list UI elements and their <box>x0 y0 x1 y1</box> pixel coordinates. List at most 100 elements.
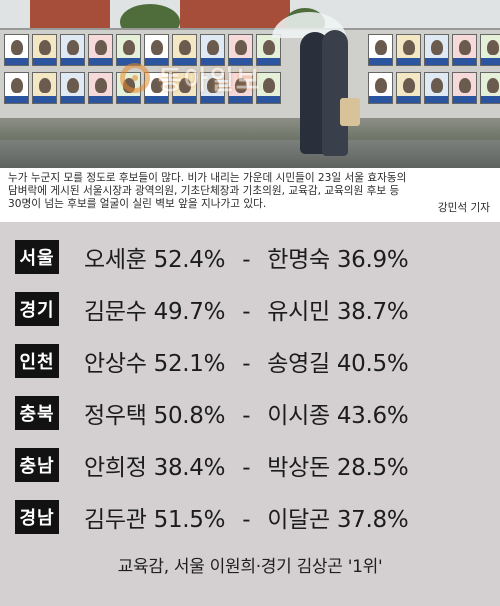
candidate-face <box>95 40 107 55</box>
poster-stripe <box>369 58 392 65</box>
dash-separator: - <box>242 455 251 481</box>
campaign-poster <box>4 34 29 66</box>
campaign-poster <box>4 72 29 104</box>
candidate-face <box>375 40 387 55</box>
poster-stripe <box>201 96 224 103</box>
runner-name: 박상돈 <box>267 455 330 481</box>
candidate-face <box>459 78 471 93</box>
winner-name: 안희정 <box>84 455 147 481</box>
result-text: 안상수 52.1% - 송영길 40.5% <box>84 344 409 378</box>
poster-stripe <box>61 96 84 103</box>
campaign-poster <box>396 72 421 104</box>
poster-stripe <box>5 96 28 103</box>
candidate-face <box>375 78 387 93</box>
education-superintendent-note: 교육감, 서울 이원희·경기 김상곤 '1위' <box>117 557 383 577</box>
result-text: 정우택 50.8% - 이시종 43.6% <box>84 396 409 430</box>
candidate-face <box>235 78 247 93</box>
photo-pavement <box>0 140 500 168</box>
campaign-poster <box>88 72 113 104</box>
winner-percent: 52.4% <box>153 247 226 273</box>
candidate-face <box>403 40 415 55</box>
region-badge: 서울 <box>15 240 59 274</box>
runner-percent: 40.5% <box>336 351 409 377</box>
newspaper-watermark: 동아일보 <box>120 60 330 96</box>
poster-stripe <box>425 58 448 65</box>
photo-hedge <box>0 118 500 140</box>
winner-name: 김문수 <box>84 299 147 325</box>
candidate-face <box>39 78 51 93</box>
candidate-face <box>263 78 275 93</box>
shopping-bag <box>340 98 360 126</box>
poster-stripe <box>145 58 168 65</box>
poster-stripe <box>5 58 28 65</box>
poster-stripe <box>229 58 252 65</box>
poster-stripe <box>145 96 168 103</box>
poster-stripe <box>481 58 500 65</box>
result-row: 경남 김두관 51.5% - 이달곤 37.8% <box>0 496 500 538</box>
runner-name: 유시민 <box>267 299 330 325</box>
campaign-poster <box>172 34 197 66</box>
winner-percent: 52.1% <box>153 351 226 377</box>
candidate-face <box>431 78 443 93</box>
runner-percent: 37.8% <box>336 507 409 533</box>
candidate-face <box>431 40 443 55</box>
runner-percent: 43.6% <box>336 403 409 429</box>
candidate-face <box>179 78 191 93</box>
campaign-poster <box>88 34 113 66</box>
result-text: 오세훈 52.4% - 한명숙 36.9% <box>84 240 409 274</box>
region-badge: 인천 <box>15 344 59 378</box>
runner-percent: 36.9% <box>336 247 409 273</box>
watermark-text: 동아일보 <box>158 65 262 96</box>
candidate-face <box>263 40 275 55</box>
runner-name: 이달곤 <box>267 507 330 533</box>
photo-building-center <box>180 0 290 30</box>
candidate-face <box>235 40 247 55</box>
candidate-face <box>151 78 163 93</box>
candidate-face <box>459 40 471 55</box>
dash-separator: - <box>242 507 251 533</box>
dash-separator: - <box>242 403 251 429</box>
candidate-face <box>67 40 79 55</box>
campaign-poster <box>200 72 225 104</box>
campaign-poster <box>172 72 197 104</box>
campaign-poster <box>452 34 477 66</box>
candidate-face <box>403 78 415 93</box>
photo-caption: 누가 누군지 모를 정도로 후보들이 많다. 비가 내리는 가운데 시민들이 2… <box>0 168 500 224</box>
poster-stripe <box>397 96 420 103</box>
poster-stripe <box>33 58 56 65</box>
poster-stripe <box>117 96 140 103</box>
campaign-poster <box>424 72 449 104</box>
campaign-poster <box>60 72 85 104</box>
result-row: 경기 김문수 49.7% - 유시민 38.7% <box>0 288 500 330</box>
candidate-face <box>95 78 107 93</box>
caption-line: 담벼락에 게시된 서울시장과 광역의원, 기초단체장과 기초의원, 교육감, 교… <box>8 185 400 197</box>
photo-building-left <box>30 0 110 30</box>
candidate-face <box>67 78 79 93</box>
winner-name: 정우택 <box>84 403 147 429</box>
region-badge: 경남 <box>15 500 59 534</box>
candidate-face <box>39 40 51 55</box>
candidate-face <box>123 40 135 55</box>
result-row: 서울 오세훈 52.4% - 한명숙 36.9% <box>0 236 500 278</box>
result-text: 안희정 38.4% - 박상돈 28.5% <box>84 448 409 482</box>
region-badge: 충남 <box>15 448 59 482</box>
pedestrian <box>322 30 348 156</box>
poster-stripe <box>397 58 420 65</box>
election-results-panel: 서울 오세훈 52.4% - 한명숙 36.9% 경기 김문수 49.7% - … <box>0 222 500 606</box>
result-text: 김두관 51.5% - 이달곤 37.8% <box>84 500 409 534</box>
candidate-face <box>11 78 23 93</box>
dash-separator: - <box>242 299 251 325</box>
poster-stripe <box>369 96 392 103</box>
poster-stripe <box>257 96 280 103</box>
campaign-poster <box>368 72 393 104</box>
region-badge: 충북 <box>15 396 59 430</box>
result-row: 인천 안상수 52.1% - 송영길 40.5% <box>0 340 500 382</box>
candidate-face <box>11 40 23 55</box>
poster-stripe <box>89 58 112 65</box>
result-row: 충북 정우택 50.8% - 이시종 43.6% <box>0 392 500 434</box>
runner-name: 한명숙 <box>267 247 330 273</box>
poster-stripe <box>89 96 112 103</box>
winner-percent: 38.4% <box>153 455 226 481</box>
poster-stripe <box>257 58 280 65</box>
news-photo: 동아일보 <box>0 0 500 168</box>
